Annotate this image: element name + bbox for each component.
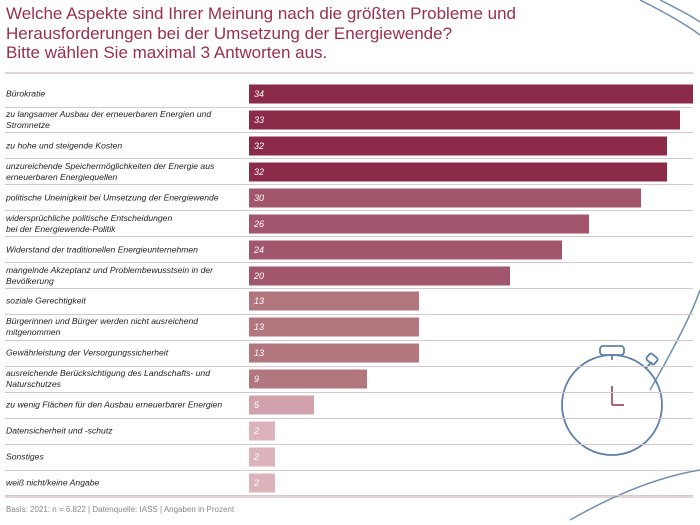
footer: Basis: 2021: n = 6.822 | Datenquelle: IA… (6, 505, 235, 514)
value-label: 30 (254, 192, 265, 203)
category-label: zu wenig Flächen für den Ausbau erneuerb… (6, 399, 223, 410)
row-separator (5, 236, 693, 238)
stopwatch (561, 345, 663, 456)
value-label: 2 (254, 477, 260, 488)
row-separator (5, 339, 693, 341)
row-separator (5, 417, 693, 419)
category-label: mangelnde Akzeptanz und Problembewusstse… (6, 264, 214, 286)
bar (249, 369, 367, 389)
bar (249, 162, 667, 182)
bar (249, 110, 680, 130)
category-label: Gewährleistung der Versorgungssicherheit (6, 347, 169, 358)
value-label: 32 (254, 166, 265, 177)
row-separator (5, 184, 693, 186)
bar (249, 343, 419, 363)
category-label: Datensicherheit und -schutz (6, 425, 113, 436)
bar (249, 84, 693, 104)
row-separator (5, 365, 693, 367)
bar (249, 214, 589, 234)
value-label: 13 (254, 322, 265, 333)
category-label: Sonstiges (6, 451, 44, 462)
row-separator (5, 391, 693, 393)
bar (249, 240, 563, 260)
row-separator (5, 262, 693, 264)
row-separator (5, 313, 693, 315)
category-label: Widerstand der traditionellen Energieunt… (6, 244, 198, 255)
bar (249, 136, 667, 156)
category-label: unzureichende Speichermöglichkeiten der … (6, 160, 215, 182)
value-label: 13 (254, 348, 265, 359)
bar (249, 188, 641, 208)
chart-title: Welche Aspekte sind Ihrer Meinung nach d… (6, 4, 516, 62)
category-label: zu langsamer Ausbau der erneuerbaren Ene… (6, 108, 212, 130)
category-label: widersprüchliche politische Entscheidung… (6, 212, 173, 234)
row-separator (5, 495, 693, 497)
category-label: soziale Gerechtigkeit (6, 295, 86, 306)
value-label: 24 (254, 244, 265, 255)
value-label: 13 (254, 296, 265, 307)
category-label: weiß nicht/keine Angabe (6, 477, 100, 488)
value-label: 9 (254, 374, 260, 385)
row-separator (5, 158, 693, 160)
row-separator (5, 210, 693, 212)
row-separator (5, 106, 693, 108)
category-label: Bürgerinnen und Bürger werden nicht ausr… (6, 316, 199, 338)
row-separator (5, 288, 693, 289)
row-separator (5, 443, 693, 445)
value-label: 2 (254, 426, 260, 437)
deco-curve (639, 0, 700, 36)
category-label: ausreichende Berücksichtigung des Landsc… (6, 368, 210, 390)
deco-curve (649, 289, 700, 391)
bar (249, 447, 276, 467)
value-label: 2 (254, 452, 260, 463)
bar (249, 473, 276, 493)
value-label: 20 (254, 270, 265, 281)
bar (249, 317, 419, 337)
row-separator (5, 469, 693, 471)
row-separator (5, 132, 693, 134)
deco-curve (569, 469, 700, 521)
bar (249, 421, 276, 441)
bar (249, 266, 511, 285)
value-label: 34 (254, 89, 265, 99)
category-label: politische Uneinigkeit bei Umsetzung der… (6, 192, 219, 203)
value-label: 33 (254, 114, 265, 125)
category-label: Bürokratie (6, 88, 46, 99)
value-label: 26 (254, 218, 265, 229)
category-label: zu hohe und steigende Kosten (6, 140, 123, 151)
value-label: 32 (254, 140, 265, 151)
value-label: 5 (254, 400, 260, 411)
bar (249, 291, 419, 311)
deco-curve (659, 0, 700, 23)
bar (249, 395, 315, 415)
